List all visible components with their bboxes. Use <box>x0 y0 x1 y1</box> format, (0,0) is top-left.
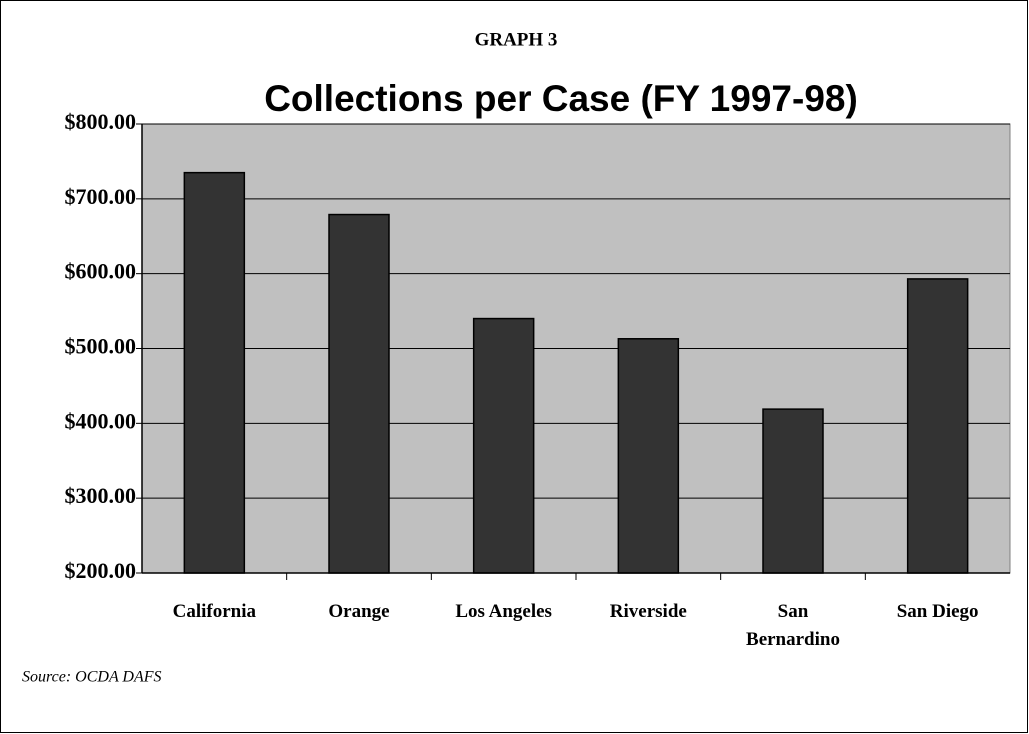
y-tick-label: $600.00 <box>65 259 137 284</box>
y-tick-label: $300.00 <box>65 483 137 508</box>
x-tick-label: Orange <box>328 601 390 622</box>
x-tick-label: Los Angeles <box>455 601 552 622</box>
x-tick-label: San Bernardino <box>746 601 840 650</box>
y-tick-label: $200.00 <box>65 558 137 583</box>
source-note: Source: OCDA DAFS <box>22 669 162 686</box>
y-tick-label: $700.00 <box>65 184 137 209</box>
x-tick-label: California <box>172 601 257 622</box>
bar <box>328 213 390 574</box>
y-tick-label: $500.00 <box>65 334 137 359</box>
x-tick-label: San Diego <box>896 601 979 622</box>
chart-title: Collections per Case (FY 1997-98) <box>264 78 858 119</box>
y-tick-label: $800.00 <box>65 109 137 134</box>
bar <box>762 408 824 574</box>
y-tick-label: $400.00 <box>65 408 137 433</box>
graph-label: GRAPH 3 <box>475 29 558 50</box>
bar <box>183 171 246 574</box>
x-tick-label: Riverside <box>609 601 687 622</box>
bar <box>472 317 535 574</box>
bar <box>617 338 680 574</box>
bar <box>906 278 969 574</box>
